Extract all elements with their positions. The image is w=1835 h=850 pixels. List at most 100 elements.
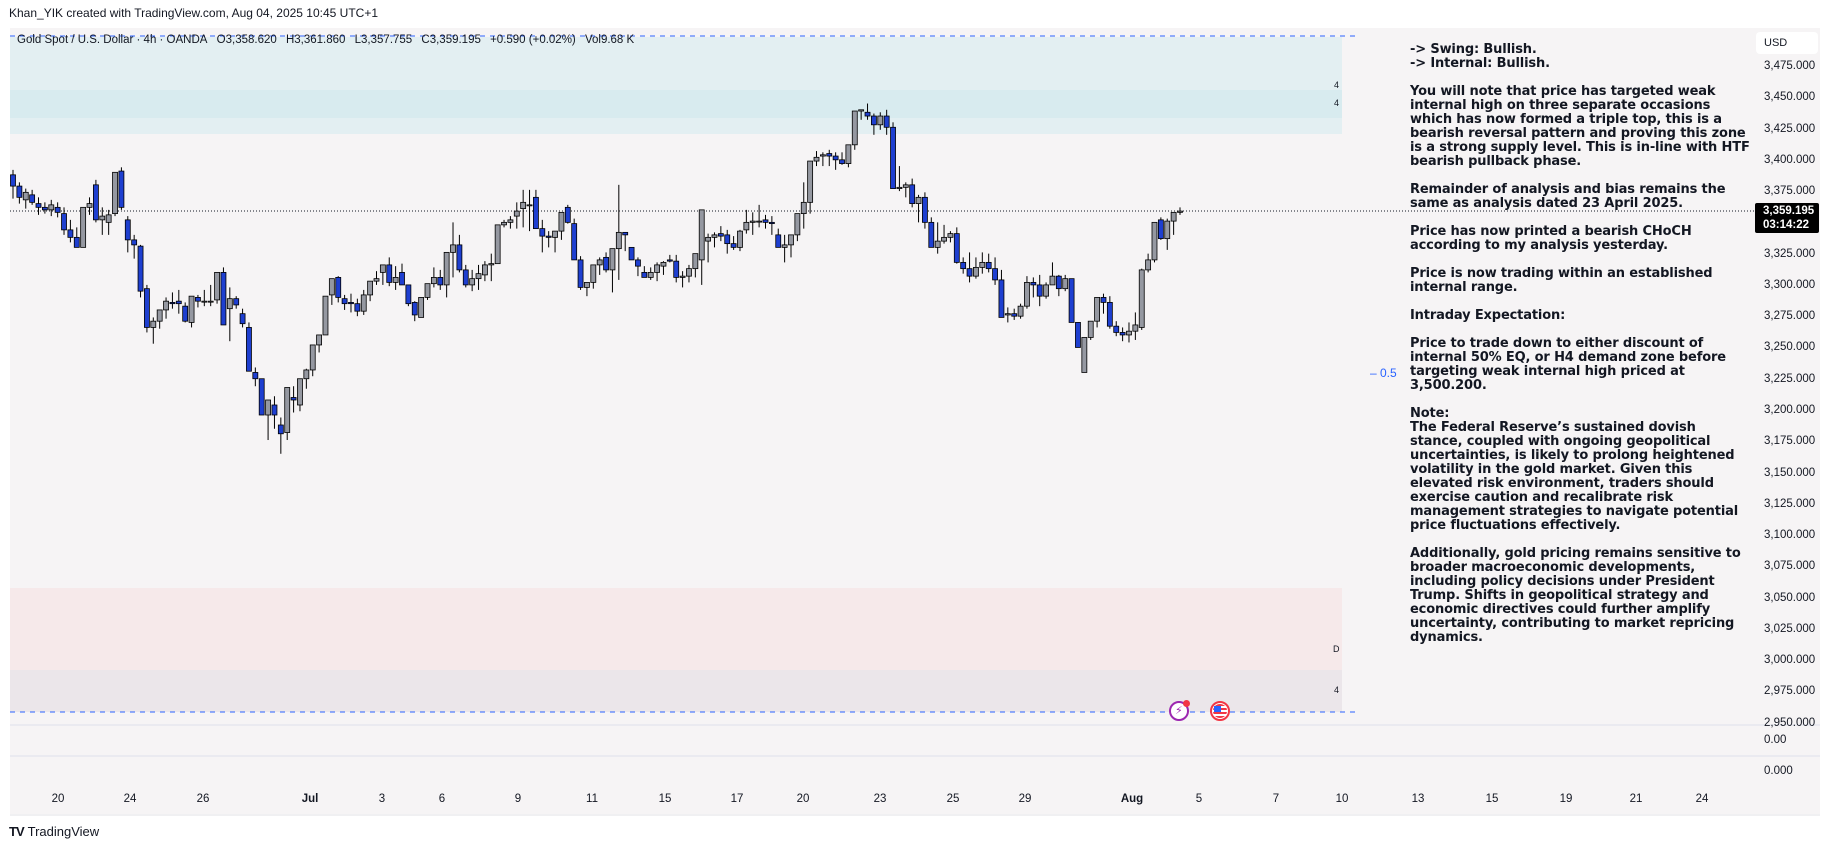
note-paragraph: Remainder of analysis and bias remains t… [1410,182,1726,211]
candle [430,277,437,285]
candle [418,297,425,318]
price-axis[interactable] [1755,28,1820,816]
candle [54,206,61,213]
candle [615,231,622,250]
price-tick: 3,125.000 [1764,497,1816,510]
candle [29,194,36,203]
candle [756,220,763,223]
candle [947,233,954,238]
candle [507,219,514,223]
candle [1011,313,1018,317]
candle [1164,220,1171,240]
time-tick: 24 [123,793,137,805]
candle [456,244,463,271]
candle [717,233,724,237]
candle [258,378,265,416]
candle [552,230,558,238]
price-tick: 3,325.000 [1764,247,1816,260]
candle [1157,219,1164,240]
candle [800,201,807,215]
time-tick: 6 [438,793,446,805]
candle [851,110,858,146]
candle [1145,259,1152,271]
candle [501,221,507,226]
time-tick: 21 [1629,793,1643,805]
candle [679,275,686,278]
candle [124,219,131,241]
ohlc-close: C3,359.195 [421,34,481,46]
candle [1043,284,1049,297]
candle [775,234,782,248]
candle [558,211,565,232]
candle [1113,325,1120,333]
candle [1138,269,1145,328]
time-tick: 17 [730,793,744,805]
candle [1068,278,1075,323]
candle [902,184,909,188]
candle [609,248,616,271]
price-tick: 3,400.000 [1764,153,1816,166]
candle [163,300,169,311]
candle [1030,282,1037,286]
candles-group [10,103,1183,454]
note-paragraph: Price has now printed a bearish CHoCH ac… [1410,224,1692,253]
time-tick: 7 [1272,793,1280,805]
candle [341,298,348,305]
symbol-name[interactable]: Gold Spot / U.S. Dollar · 4h · OANDA [17,34,208,46]
time-tick: Jul [301,793,319,805]
candle [233,298,240,306]
note-paragraph: You will note that price has targeted we… [1410,84,1750,169]
candle [928,221,935,248]
candle [915,196,922,204]
candle [1132,324,1139,332]
candle [768,221,775,225]
candle [392,277,399,283]
candle [67,229,74,238]
candle [309,344,316,371]
demand-zone-label: D [1333,644,1340,654]
candle [1004,313,1011,316]
price-change: +0.590 (+0.02%) [490,34,576,46]
candle [303,369,310,380]
candle [482,264,488,276]
candle [73,236,80,248]
economic-event-icon[interactable]: ⚡ [1169,700,1190,721]
candle [545,235,552,238]
time-tick: 19 [1559,793,1573,805]
time-tick: 20 [796,793,810,805]
candle [105,214,112,223]
candle [1151,221,1158,261]
candle [424,283,431,298]
candle [399,271,405,286]
candle [571,223,578,261]
candle [922,196,928,223]
symbol-legend[interactable]: Gold Spot / U.S. Dollar · 4h · OANDA O3,… [17,34,640,46]
candle [475,273,482,280]
candle [635,259,641,267]
candle [966,268,973,277]
candle [953,233,960,263]
candle [201,300,208,303]
candle [973,266,979,277]
tradingview-brand[interactable]: TV TradingView [9,824,99,839]
candle [737,230,743,248]
fib-level-label[interactable]: – 0.5 [1370,366,1397,380]
time-tick: 23 [873,793,887,805]
currency-button[interactable]: USD [1756,32,1818,54]
candle [1055,275,1062,290]
candle [539,228,546,237]
candle [99,215,106,221]
candle [1119,332,1126,336]
candle [1094,297,1100,322]
analysis-text-note[interactable]: -> Swing: Bullish. -> Internal: Bullish.… [1410,43,1750,659]
candle [654,264,660,273]
candle [80,206,87,248]
price-tick: 3,225.000 [1764,372,1816,385]
price-tick: 3,450.000 [1764,91,1816,104]
us-flag-event-icon[interactable] [1210,701,1230,721]
candle [832,155,839,161]
time-tick: 20 [51,793,65,805]
price-tick: 2,950.000 [1764,716,1816,729]
time-tick: 15 [1485,793,1499,805]
